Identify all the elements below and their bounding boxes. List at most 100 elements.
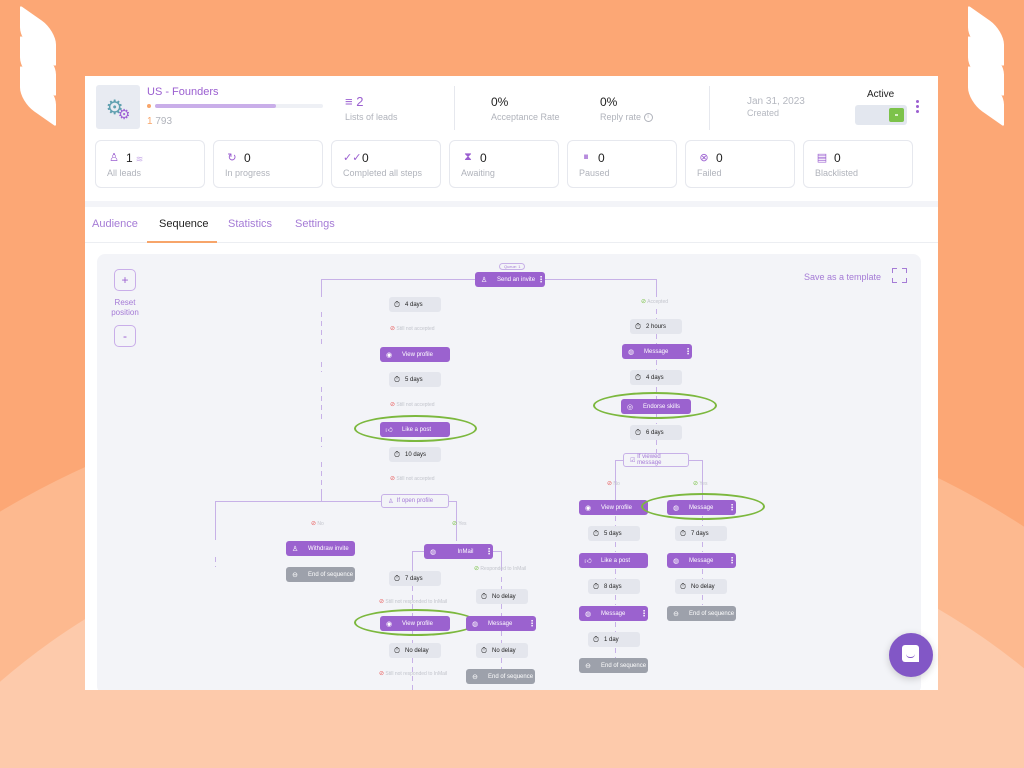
condition-note: ⊘ Still not accepted bbox=[390, 476, 435, 482]
timer-icon: ⏱ bbox=[592, 581, 600, 591]
gears-icon: ⚙ ⚙ bbox=[96, 85, 140, 129]
reset-position-button[interactable]: Reset position bbox=[111, 298, 139, 317]
end-icon: ⊖ bbox=[292, 571, 298, 579]
wait-step[interactable]: ⏱ No delay bbox=[675, 579, 727, 594]
step-send-invite[interactable]: ♙ Send an invite ⋮ bbox=[475, 272, 545, 287]
branch-yes: ⊘ Yes bbox=[693, 481, 708, 487]
tab-settings[interactable]: Settings bbox=[295, 218, 335, 230]
step-menu-icon[interactable]: ⋮ bbox=[485, 547, 493, 556]
highlight-circle bbox=[354, 609, 477, 636]
timer-icon: ⏱ bbox=[634, 372, 642, 382]
step-end-of-sequence: ⊖ End of sequence bbox=[579, 658, 648, 673]
step-view-profile[interactable]: ◉ View profile bbox=[380, 347, 450, 362]
wait-step[interactable]: ⏱ 2 hours bbox=[630, 319, 682, 334]
tile-failed[interactable]: ⊗ 0 Failed bbox=[685, 140, 795, 188]
timer-icon: ⏱ bbox=[634, 427, 642, 437]
timer-icon: ⏱ bbox=[679, 528, 687, 538]
tile-awaiting[interactable]: ⧗ 0 Awaiting bbox=[449, 140, 559, 188]
tab-statistics[interactable]: Statistics bbox=[228, 218, 273, 230]
user-icon: ♙ bbox=[109, 152, 119, 164]
active-tab-indicator bbox=[147, 241, 217, 243]
tab-audience[interactable]: Audience bbox=[92, 218, 138, 230]
campaign-header: ⚙ ⚙ US - Founders 1 793 ≡ 2 Lists of lead… bbox=[85, 76, 938, 201]
step-message[interactable]: ◍ Message ⋮ bbox=[579, 606, 648, 621]
wait-step[interactable]: ⏱ 4 days bbox=[389, 297, 441, 312]
wait-step[interactable]: ⏱ 7 days bbox=[675, 526, 727, 541]
user-icon: ♙ bbox=[480, 276, 488, 284]
message-icon: ◍ bbox=[471, 620, 479, 628]
condition-if-open-profile[interactable]: ♙ If open profile bbox=[381, 494, 449, 508]
timer-icon: ⏱ bbox=[393, 645, 401, 655]
tab-sequence[interactable]: Sequence bbox=[159, 218, 209, 230]
more-options-icon[interactable] bbox=[916, 100, 920, 115]
info-icon[interactable]: i bbox=[643, 113, 653, 123]
fullscreen-icon[interactable] bbox=[892, 268, 907, 283]
save-as-template-link[interactable]: Save as a template bbox=[804, 272, 882, 282]
wait-step[interactable]: ⏱ No delay bbox=[476, 643, 528, 658]
queue-badge: Queue: 1 bbox=[499, 263, 526, 270]
campaign-name[interactable]: US - Founders bbox=[147, 86, 219, 98]
brand-logo-icon bbox=[14, 5, 60, 127]
blacklist-icon: ▤ bbox=[816, 152, 828, 164]
campaign-progress-bar bbox=[147, 104, 323, 108]
step-like-post[interactable]: 👍︎ Like a post bbox=[579, 553, 648, 568]
timer-icon: ⏱ bbox=[393, 449, 401, 459]
step-menu-icon[interactable]: ⋮ bbox=[728, 556, 736, 565]
step-withdraw-invite[interactable]: ♙ Withdraw invite bbox=[286, 541, 355, 556]
message-icon: ◍ bbox=[672, 557, 680, 565]
wait-step[interactable]: ⏱ No delay bbox=[476, 589, 528, 604]
wait-step[interactable]: ⏱ 10 days bbox=[389, 447, 441, 462]
step-message[interactable]: ◍ Message ⋮ bbox=[667, 553, 736, 568]
in-progress-icon: ↻ bbox=[227, 152, 237, 164]
tile-completed[interactable]: ✓✓ 0 Completed all steps bbox=[331, 140, 441, 188]
status-label: Active bbox=[867, 89, 895, 100]
end-icon: ⊖ bbox=[673, 610, 679, 618]
wait-step[interactable]: ⏱ 5 days bbox=[588, 526, 640, 541]
tile-in-progress[interactable]: ↻ 0 In progress bbox=[213, 140, 323, 188]
branch-yes: ⊘ Yes bbox=[452, 521, 467, 527]
end-icon: ⊖ bbox=[585, 662, 591, 670]
condition-if-viewed-message[interactable]: ☑ If viewed message bbox=[623, 453, 689, 467]
timer-icon: ⏱ bbox=[592, 634, 600, 644]
step-menu-icon[interactable]: ⋮ bbox=[537, 275, 545, 284]
wait-step[interactable]: ⏱ 5 days bbox=[389, 372, 441, 387]
active-toggle[interactable] bbox=[855, 105, 907, 125]
user-icon: ♙ bbox=[388, 498, 394, 505]
section-divider bbox=[85, 201, 938, 207]
branch-no: ⊘ No bbox=[607, 481, 620, 487]
step-menu-icon[interactable]: ⋮ bbox=[528, 619, 536, 628]
wait-step[interactable]: ⏱ 1 day bbox=[588, 632, 640, 647]
zoom-out-button[interactable]: - bbox=[114, 325, 136, 347]
step-inmail[interactable]: ◍ InMail ⋮ bbox=[424, 544, 493, 559]
timer-icon: ⏱ bbox=[592, 528, 600, 538]
lists-of-leads[interactable]: ≡ 2 Lists of leads bbox=[345, 94, 398, 122]
wait-step[interactable]: ⏱ 6 days bbox=[630, 425, 682, 440]
highlight-circle bbox=[641, 493, 765, 520]
tile-all-leads[interactable]: ♙ 1 ≋ All leads bbox=[95, 140, 205, 188]
wait-step[interactable]: ⏱ 4 days bbox=[630, 370, 682, 385]
tile-blacklisted[interactable]: ▤ 0 Blacklisted bbox=[803, 140, 913, 188]
divider bbox=[709, 86, 710, 130]
campaign-card: ⚙ ⚙ US - Founders 1 793 ≡ 2 Lists of lead… bbox=[85, 76, 938, 690]
step-view-profile[interactable]: ◉ View profile bbox=[579, 500, 648, 515]
step-menu-icon[interactable]: ⋮ bbox=[640, 609, 648, 618]
chat-support-button[interactable] bbox=[889, 633, 933, 677]
branch-no: ⊘ No bbox=[311, 521, 324, 527]
message-icon: ◍ bbox=[627, 348, 635, 356]
step-message[interactable]: ◍ Message ⋮ bbox=[466, 616, 536, 631]
timer-icon: ⏱ bbox=[480, 645, 488, 655]
wait-step[interactable]: ⏱ 8 days bbox=[588, 579, 640, 594]
sequence-canvas[interactable]: + Reset position - Save as a template bbox=[97, 254, 921, 690]
step-message[interactable]: ◍ Message ⋮ bbox=[622, 344, 692, 359]
message-icon: ◍ bbox=[584, 610, 592, 618]
step-end-of-sequence: ⊖ End of sequence bbox=[466, 669, 535, 684]
condition-note: ⊘ Still not accepted bbox=[390, 402, 435, 408]
wait-step[interactable]: ⏱ 7 days bbox=[389, 571, 441, 586]
eye-icon: ◉ bbox=[584, 504, 592, 512]
timer-icon: ⏱ bbox=[679, 581, 687, 591]
zoom-in-button[interactable]: + bbox=[114, 269, 136, 291]
timer-icon: ⏱ bbox=[393, 573, 401, 583]
wait-step[interactable]: ⏱ No delay bbox=[389, 643, 441, 658]
step-menu-icon[interactable]: ⋮ bbox=[684, 347, 692, 356]
tile-paused[interactable]: ⏸ 0 Paused bbox=[567, 140, 677, 188]
